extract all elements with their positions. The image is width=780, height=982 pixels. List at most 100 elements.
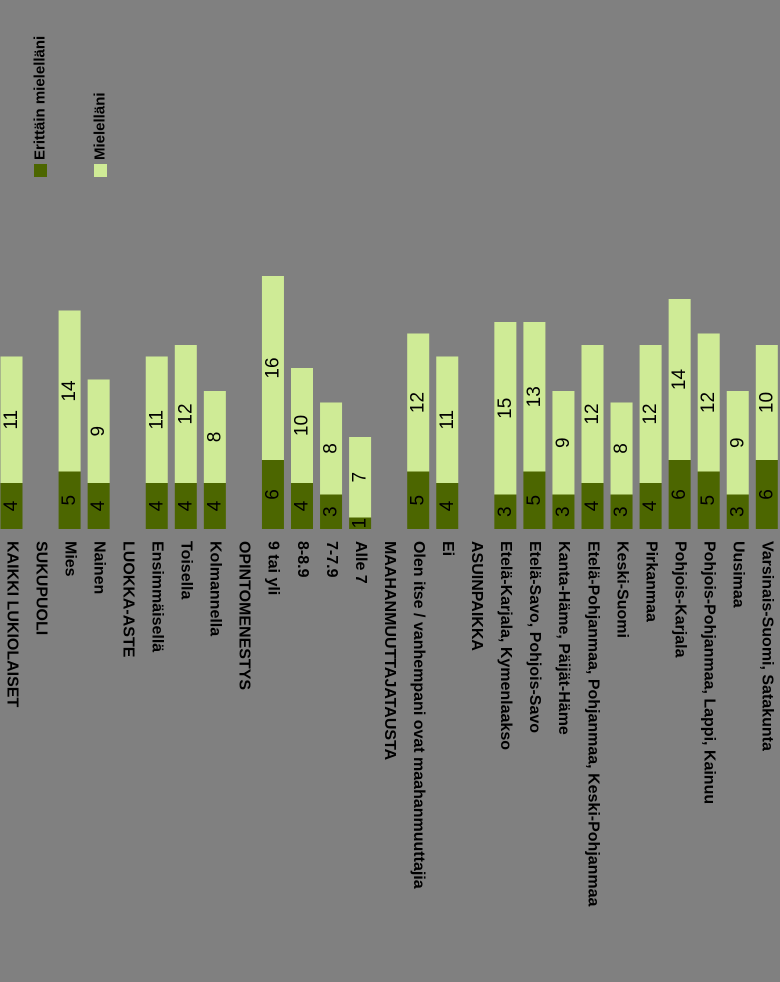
bar-segment-erittain: [697, 471, 720, 529]
bar-segment-erittain: [523, 471, 546, 529]
bar-segment-mielellani: [494, 322, 517, 495]
bar-segment-erittain: [668, 460, 691, 529]
bar-segment-erittain: [639, 483, 662, 529]
bar-segment-erittain: [494, 494, 517, 529]
category-label: Pohjois-Karjala: [671, 541, 688, 658]
data-label: 10: [292, 415, 313, 436]
data-label: 5: [408, 495, 429, 506]
data-label: 4: [88, 500, 109, 511]
data-label: 5: [698, 495, 719, 506]
data-label: 12: [698, 392, 719, 413]
bar-segment-mielellani: [639, 345, 662, 483]
bar-segment-erittain: [203, 483, 226, 529]
category-label: 9 tai yli: [265, 541, 282, 595]
bar-segment-erittain: [291, 483, 313, 529]
bar-segment-mielellani: [668, 299, 691, 460]
legend-swatch: [94, 164, 107, 177]
data-label: 15: [495, 398, 516, 419]
data-label: 12: [175, 403, 196, 424]
bar-segment-erittain: [755, 460, 778, 529]
data-label: 4: [582, 500, 603, 511]
data-label: 16: [262, 357, 283, 378]
bar-segment-erittain: [610, 494, 633, 529]
bar-segment-mielellani: [755, 345, 778, 460]
bar-segment-erittain: [320, 494, 343, 529]
data-label: 4: [437, 500, 458, 511]
data-label: 6: [756, 489, 777, 500]
category-label: Varsinais-Suomi, Satakunta: [759, 541, 776, 751]
bar-segment-erittain: [0, 483, 23, 529]
category-label: Keski-Suomi: [613, 541, 630, 638]
category-label: Kolmannella: [207, 541, 224, 636]
group-header-label: SUKUPUOLI: [32, 541, 49, 635]
bar-segment-mielellani: [726, 391, 749, 495]
legend-swatch: [34, 164, 47, 177]
data-label: 4: [292, 500, 313, 511]
category-label: Etelä-Savo, Pohjois-Savo: [526, 541, 543, 733]
category-label: Mies: [61, 541, 78, 577]
category-label: Kanta-Häme, Päijät-Häme: [555, 541, 572, 735]
legend-label: Mielelläni: [92, 92, 109, 160]
data-label: 6: [262, 489, 283, 500]
category-label: Alle 7: [352, 541, 369, 584]
bar-segment-mielellani: [291, 368, 313, 483]
data-label: 4: [1, 500, 22, 511]
bar-segment-mielellani: [697, 333, 720, 472]
data-label: 10: [756, 392, 777, 413]
category-label: Toisella: [178, 541, 195, 599]
data-label: 4: [640, 500, 661, 511]
data-label: 3: [495, 506, 516, 517]
bar-segment-erittain: [174, 483, 197, 529]
group-header-label: OPINTOMENESTYS: [236, 541, 253, 690]
category-label: Pirkanmaa: [642, 541, 659, 622]
bar-segment-mielellani: [0, 356, 23, 483]
data-label: 14: [669, 369, 690, 391]
bar-segment-erittain: [407, 471, 430, 529]
bar-segment-erittain: [552, 494, 575, 529]
data-label: 4: [146, 500, 167, 511]
data-label: 11: [437, 410, 458, 430]
bar-segment-mielellani: [523, 322, 546, 472]
bar-segment-erittain: [436, 483, 459, 529]
data-label: 13: [524, 386, 545, 407]
category-label: Ei: [439, 541, 456, 556]
data-label: 1: [350, 518, 371, 529]
data-label: 4: [204, 500, 225, 511]
bar-segment-mielellani: [581, 345, 604, 483]
data-label: 3: [727, 506, 748, 517]
data-label: 8: [611, 443, 632, 454]
category-label: Uusimaa: [730, 541, 747, 608]
category-label: Etelä-Pohjanmaa, Pohjanmaa, Keski-Pohjan…: [584, 541, 601, 907]
data-label: 8: [204, 432, 225, 443]
bar-segment-mielellani: [407, 333, 430, 472]
bar-segment-mielellani: [320, 402, 343, 495]
data-label: 9: [553, 437, 574, 448]
bar-segment-mielellani: [58, 310, 81, 472]
data-label: 12: [640, 403, 661, 424]
data-label: 7: [350, 472, 371, 483]
bar-segment-erittain: [726, 494, 749, 529]
bar-segment-mielellani: [174, 345, 197, 483]
data-label: 11: [146, 410, 167, 430]
data-label: 14: [59, 380, 80, 402]
data-label: 9: [727, 437, 748, 448]
bar-segment-erittain: [145, 483, 168, 529]
group-header-label: ASUINPAIKKA: [468, 541, 485, 651]
bar-segment-mielellani: [349, 437, 372, 518]
category-label: 8-8.9: [294, 541, 311, 578]
bar-segment-mielellani: [552, 391, 575, 495]
bar-segment-mielellani: [87, 379, 110, 483]
data-label: 3: [553, 506, 574, 517]
bar-segment-mielellani: [203, 391, 226, 483]
data-label: 8: [321, 443, 342, 454]
data-label: 12: [582, 403, 603, 424]
data-label: 12: [408, 392, 429, 413]
bar-segment-mielellani: [145, 356, 168, 483]
category-label: Ensimmäisellä: [149, 541, 166, 652]
bar-segment-erittain: [87, 483, 110, 529]
bar-segment-erittain: [349, 517, 372, 529]
category-label: Pohjois-Pohjanmaa, Lappi, Kainuu: [700, 541, 717, 804]
category-label: 7-7.9: [323, 541, 340, 578]
data-label: 9: [88, 426, 109, 437]
bar-segment-erittain: [581, 483, 604, 529]
